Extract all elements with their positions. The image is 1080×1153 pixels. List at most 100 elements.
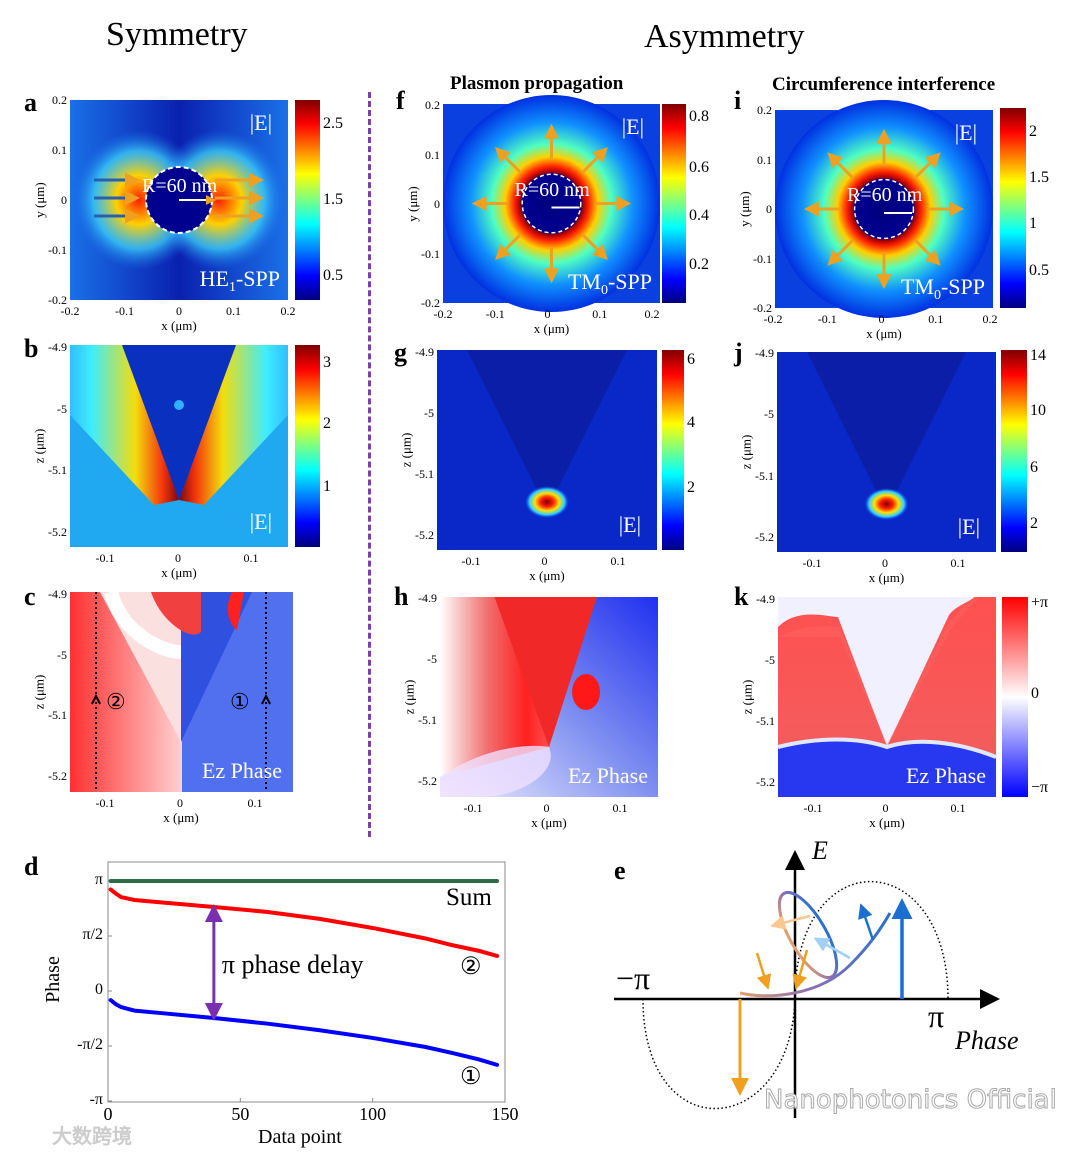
y-tick-label: 0 — [95, 981, 103, 998]
colorbar-tick-label: 0.8 — [689, 108, 709, 125]
colorbar-b — [295, 345, 320, 547]
series-line-1 — [108, 887, 500, 958]
mode-label-part: TM — [567, 269, 601, 294]
x-axis-label: Data point — [258, 1126, 342, 1148]
colorbar-tick-label: 4 — [687, 414, 695, 431]
y-tick-label: -5.2 — [756, 775, 775, 789]
mode-label: TM0-SPP — [901, 274, 985, 304]
x-axis-label: x (μm) — [869, 815, 905, 830]
colorbar-j — [1001, 350, 1027, 552]
heatmap-h — [440, 597, 658, 797]
x-tick-label: -0.1 — [115, 304, 134, 318]
field-label: |E| — [621, 114, 644, 139]
y-tick-label: -0.2 — [48, 293, 67, 307]
x-tick-label: 0.1 — [247, 796, 263, 810]
y-tick-label: -4.9 — [755, 346, 774, 360]
x-tick-label: 0.1 — [243, 551, 259, 565]
heatmap-j — [777, 352, 996, 552]
x-tick-label: 50 — [231, 1104, 250, 1124]
x-tick-label: 100 — [359, 1104, 387, 1124]
panel-letter-j: j — [734, 338, 743, 367]
phase-axis-label: Phase — [955, 1026, 1019, 1055]
polarization-ellipse — [777, 890, 839, 980]
light-blue-arrow — [813, 937, 851, 960]
panel-letter-c: c — [24, 582, 36, 611]
x-axis-label: x (μm) — [161, 565, 197, 580]
x-tick-label: 0 — [543, 801, 550, 815]
y-tick-label: -5.1 — [755, 468, 774, 483]
y-tick-label: -5.1 — [48, 708, 67, 723]
y-tick-label: -5.2 — [755, 530, 774, 544]
field-label: |E| — [618, 512, 641, 537]
y-tick-label: 0.1 — [52, 143, 67, 157]
y-tick-label: -π/2 — [77, 1036, 103, 1053]
x-axis-label: x (μm) — [529, 568, 565, 583]
y-tick-label: -5.1 — [48, 463, 67, 478]
colorbar-tick-label: 1.5 — [323, 191, 343, 208]
x-tick-label: 0.1 — [950, 556, 966, 570]
colorbar-tick-label: −π — [1031, 779, 1049, 796]
panel-letter-h: h — [394, 582, 409, 611]
x-axis-label: x (μm) — [868, 570, 905, 585]
y-tick-label: -4.9 — [756, 592, 775, 606]
x-tick-label: 0.1 — [592, 307, 608, 321]
y-tick-label: 0.2 — [52, 93, 67, 107]
x-tick-label: -0.1 — [95, 551, 115, 565]
mode-label: TM0-SPP — [568, 269, 652, 299]
heatmap-k — [777, 597, 997, 797]
y-tick-label: -5.2 — [415, 528, 434, 542]
colorbar-tick-label: 6 — [687, 351, 695, 368]
y-tick-label: -5 — [764, 407, 774, 422]
mode-label-part: 0 — [933, 288, 941, 303]
colorbar-tick-label: 2 — [687, 479, 695, 496]
plasmon-propagation-title: Plasmon propagation — [450, 73, 624, 94]
panel-letter-b: b — [24, 334, 39, 363]
y-tick-label: -5.2 — [48, 525, 67, 539]
dotted-wave — [642, 880, 949, 1110]
colorbar-tick-label: 1 — [323, 478, 331, 495]
y-tick-label: π — [94, 870, 103, 888]
x-tick-label: 0 — [176, 304, 182, 318]
heatmap-f — [443, 95, 660, 312]
field-label: |E| — [249, 110, 272, 135]
colorbar-tick-label: 0.5 — [323, 267, 343, 284]
x-tick-label: 0 — [177, 796, 183, 810]
orange-arrow — [792, 949, 809, 990]
symmetry-header: Symmetry — [106, 16, 248, 53]
light-orange-arrow — [770, 914, 811, 930]
x-tick-label: 0.2 — [280, 304, 296, 318]
x-tick-label: -0.1 — [802, 556, 822, 570]
colorbar-tick-label: 0 — [1031, 685, 1039, 702]
colorbar-tick-label: 2.5 — [323, 115, 343, 132]
x-tick-label: 0.1 — [950, 801, 966, 815]
colorbar-g — [662, 350, 684, 550]
x-tick-label: 0 — [882, 801, 889, 815]
y-tick-label: -5.1 — [756, 714, 775, 728]
pos-pi-label: π — [928, 998, 945, 1034]
y-tick-label: -5.1 — [418, 713, 437, 727]
x-tick-label: -0.2 — [763, 312, 783, 326]
y-tick-label: 0.2 — [757, 103, 772, 117]
y-tick-label: 0 — [61, 193, 67, 207]
ez-phase-label: Ez Phase — [201, 758, 282, 783]
watermark-right: Nanophotonics Official — [764, 1085, 1058, 1116]
x-axis-label: x (μm) — [533, 321, 570, 336]
legend-series-1: ① — [460, 1064, 482, 1090]
y-tick-label: -5.1 — [415, 467, 434, 481]
colorbar-tick-label: +π — [1031, 594, 1049, 611]
heatmap-g — [437, 350, 657, 550]
panel-letter-d: d — [24, 852, 39, 881]
x-axis-label: x (μm) — [531, 815, 567, 830]
colorbar-tick-label: 1 — [1029, 215, 1037, 232]
watermark-left: 大数跨境 — [52, 1124, 132, 1148]
colorbar-tick-label: 0.6 — [689, 159, 709, 176]
colorbar-tick-label: 2 — [323, 415, 331, 432]
heatmap-a — [70, 100, 288, 300]
blue-small-arrow — [858, 903, 875, 941]
y-tick-label: -4.9 — [415, 345, 434, 359]
x-tick-label: 0 — [882, 556, 888, 570]
panel-letter-k: k — [734, 582, 749, 611]
y-tick-label: -5 — [427, 652, 437, 666]
mode-label-part: 1 — [228, 280, 236, 295]
